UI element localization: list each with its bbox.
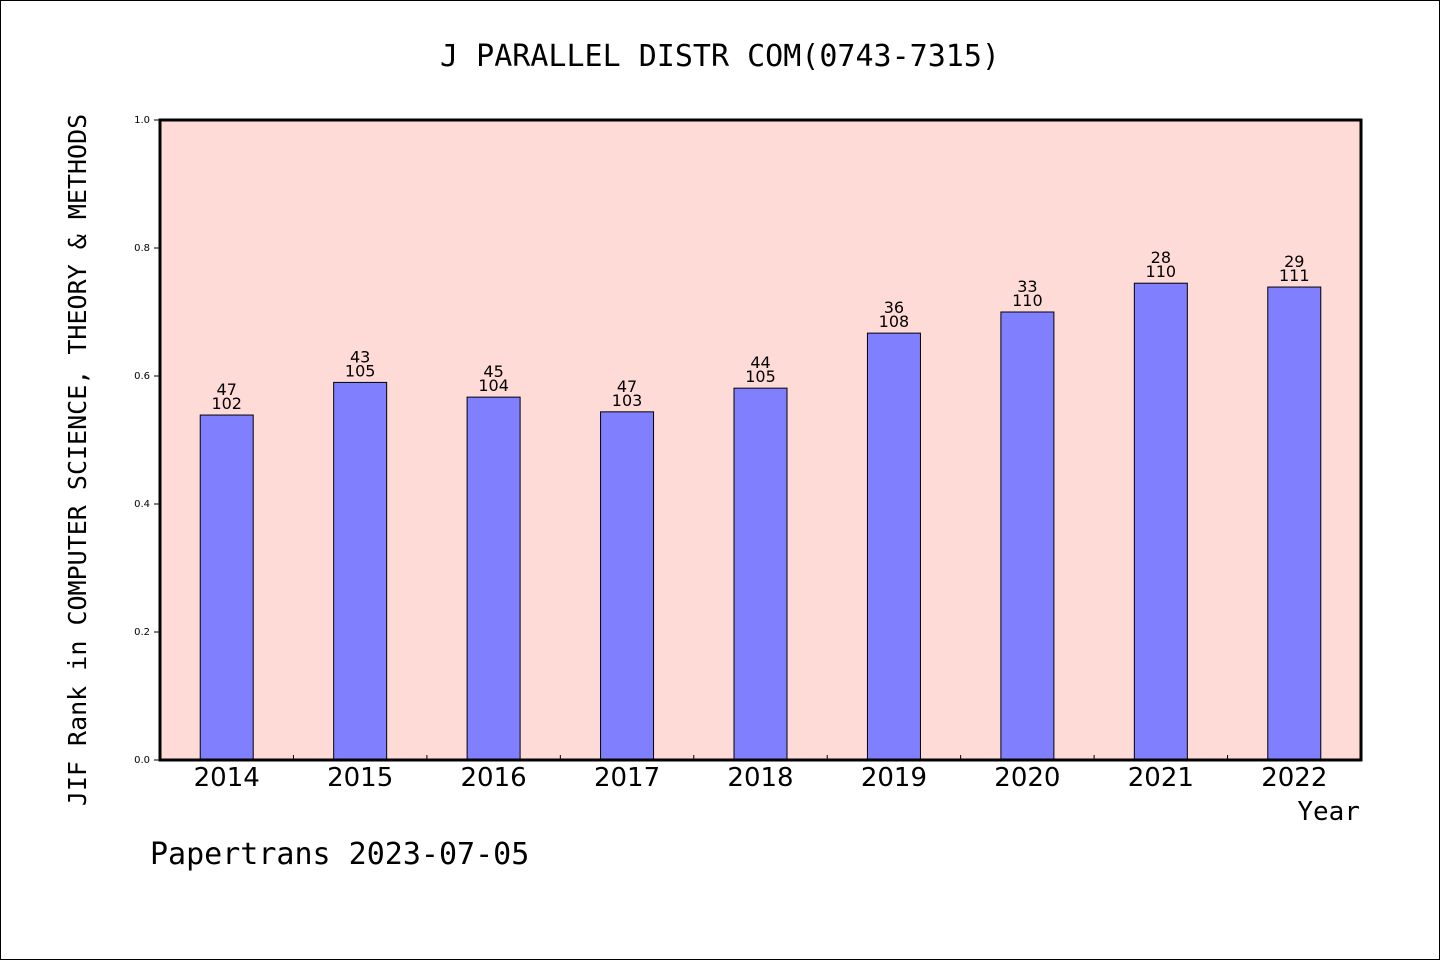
plot-border <box>158 118 1363 762</box>
x-tick-label-2021: 2021 <box>1128 763 1194 793</box>
y-axis: 0.0 0.2 0.4 0.6 0.8 1.0 <box>134 115 160 766</box>
bar-2016 <box>466 396 521 761</box>
bar-2019 <box>866 332 921 761</box>
rank-label-2015: 43 <box>350 347 370 366</box>
bar-2017 <box>600 411 655 761</box>
x-tick-label-2015: 2015 <box>327 763 393 793</box>
x-tick-label-2016: 2016 <box>461 763 527 793</box>
rank-label-2018: 44 <box>750 353 770 372</box>
y-tick-label: 0.4 <box>134 499 150 510</box>
rank-label-2014: 47 <box>217 380 237 399</box>
rank-label-2019: 36 <box>884 298 904 317</box>
total-label-2015: 105 <box>345 361 376 380</box>
total-label-2017: 103 <box>612 391 643 410</box>
y-tick-label: 0.6 <box>134 371 150 382</box>
x-tick-label-2020: 2020 <box>994 763 1060 793</box>
bar-2014 <box>199 414 254 761</box>
total-label-2022: 111 <box>1279 266 1310 285</box>
total-label-2020: 110 <box>1012 291 1043 310</box>
bar-2021 <box>1133 282 1188 761</box>
total-label-2021: 110 <box>1146 262 1177 281</box>
bar-2020 <box>1000 311 1055 761</box>
y-tick-label: 0.0 <box>134 755 150 766</box>
rank-label-2021: 28 <box>1151 248 1171 267</box>
x-axis-label: Year <box>1297 797 1360 827</box>
total-label-2016: 104 <box>478 376 509 395</box>
x-tick-label-2017: 2017 <box>594 763 660 793</box>
x-axis: 2014 2015 2016 2017 2018 2019 2020 2021 2022 <box>194 755 1327 793</box>
y-tick-label: 0.8 <box>134 243 150 254</box>
footer-text: Papertrans 2023-07-05 <box>150 837 529 872</box>
x-tick-label-2022: 2022 <box>1261 763 1327 793</box>
rank-label-2022: 29 <box>1284 252 1304 271</box>
x-tick-label-2018: 2018 <box>727 763 793 793</box>
bar-2022 <box>1267 286 1322 761</box>
x-tick-label-2019: 2019 <box>861 763 927 793</box>
chart-title: J PARALLEL DISTR COM(0743-7315) <box>440 39 1000 74</box>
y-tick-label: 1.0 <box>134 115 150 126</box>
total-label-2019: 108 <box>879 312 910 331</box>
total-label-2014: 102 <box>211 394 242 413</box>
y-tick-label: 0.2 <box>134 627 150 638</box>
bar-2018 <box>733 387 788 761</box>
bars <box>199 282 1322 761</box>
rank-label-2016: 45 <box>483 362 503 381</box>
x-tick-label-2014: 2014 <box>194 763 260 793</box>
y-axis-label: JIF Rank in COMPUTER SCIENCE, THEORY & M… <box>63 114 92 806</box>
rank-label-2020: 33 <box>1017 277 1037 296</box>
rank-label-2017: 47 <box>617 377 637 396</box>
total-label-2018: 105 <box>745 367 776 386</box>
bar-2015 <box>333 381 388 761</box>
